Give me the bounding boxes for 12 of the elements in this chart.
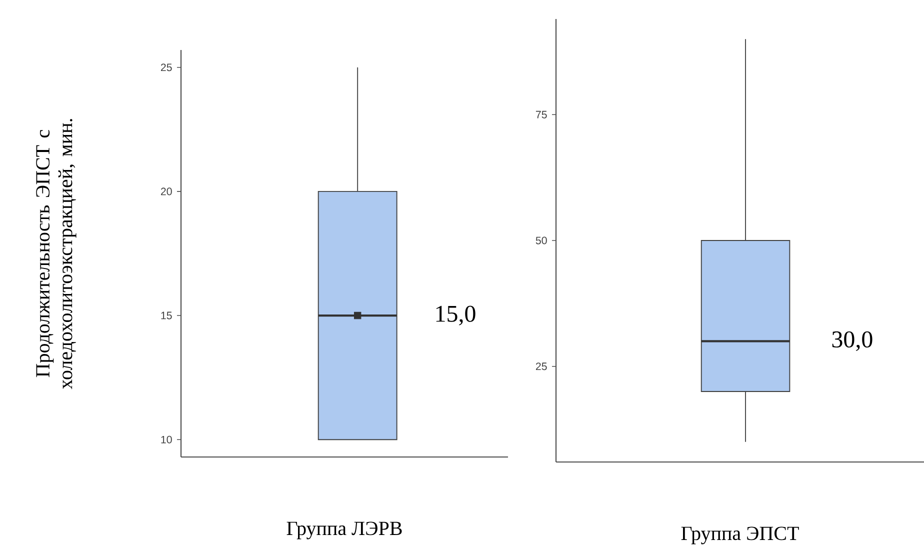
y-axis-title: Продолжительность ЭПСТ с холедохолитоэкстракцией, мин. [36, 119, 76, 390]
x-axis-title: Группа ЭПСТ [681, 526, 799, 544]
y-tick-label: 25 [160, 64, 172, 72]
y-tick-label: 20 [160, 188, 172, 196]
x-axis-title: Группа ЛЭРВ [286, 522, 402, 540]
y-tick-label: 75 [536, 110, 547, 118]
y-tick-label: 10 [161, 436, 172, 444]
y-tick-label: 50 [536, 236, 547, 244]
annotation: 15,0 [436, 306, 476, 326]
annotation: 30,0 [832, 331, 872, 352]
y-tick-label: 15 [161, 312, 172, 320]
y-tick-label: 25 [536, 362, 547, 370]
